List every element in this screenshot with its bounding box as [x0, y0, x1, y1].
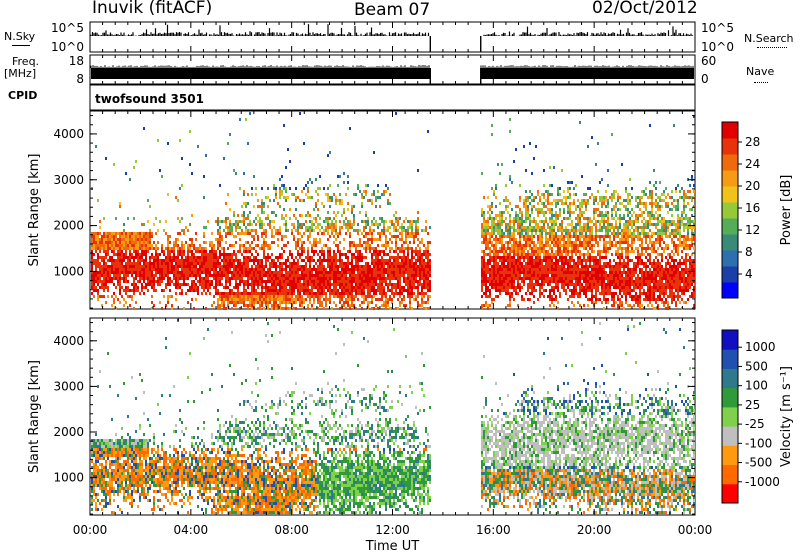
velocity-cb-tick-2: 100 — [745, 379, 768, 393]
cpid-text: twofsound 3501 — [95, 92, 204, 106]
nsky-underline — [12, 45, 30, 46]
power-colorbar-segment — [722, 154, 738, 171]
noise-series — [90, 24, 694, 52]
noise-left-tick-bottom: 10^0 — [51, 40, 84, 54]
station-title: Inuvik (fitACF) — [92, 0, 213, 18]
cpid-label: CPID — [8, 89, 38, 102]
velocity-colorbar-segment — [722, 483, 738, 504]
freq-label: Freq. — [12, 55, 40, 68]
freq-right-tick-top: 60 — [701, 54, 716, 68]
power-colorbar-segment — [722, 266, 738, 283]
power-colorbar-label: Power [dB] — [779, 175, 794, 246]
velocity-colorbar-segment — [722, 406, 738, 427]
nsearch-dotline — [757, 47, 787, 48]
power-cb-tick-5: 8 — [745, 245, 753, 259]
noise-right-tick-bottom: 10^0 — [701, 40, 734, 54]
power-colorbar-segment — [722, 138, 738, 155]
xaxis-label: Time UT — [365, 539, 419, 554]
freq-left-tick-top: 18 — [69, 54, 84, 68]
freq-left-tick-bottom: 8 — [76, 72, 84, 86]
freq-right-tick-bottom: 0 — [701, 72, 709, 86]
nave-dotline — [754, 82, 768, 83]
beam-title: Beam 07 — [354, 0, 431, 20]
power-cb-tick-4: 12 — [745, 223, 760, 237]
velocity-ylabel: Slant Range [km] — [27, 360, 42, 473]
velocity-cb-tick-7: -1000 — [745, 475, 780, 489]
velocity-cb-tick-4: -25 — [745, 417, 765, 431]
velocity-cb-tick-6: -500 — [745, 456, 772, 470]
power-cb-tick-3: 16 — [745, 201, 760, 215]
power-ytick-3000: 3000 — [53, 173, 84, 187]
velocity-ytick-2000: 2000 — [53, 425, 84, 439]
power-colorbar-segment — [722, 202, 738, 219]
nsky-label: N.Sky — [4, 30, 36, 43]
velocity-colorbar-label: Velocity [m s⁻¹] — [779, 366, 794, 467]
velocity-colorbar-segment — [722, 387, 738, 408]
xtick-5: 20:00 — [577, 523, 612, 537]
nave-label: Nave — [746, 65, 775, 78]
xtick-3: 12:00 — [375, 523, 410, 537]
cpid-panel — [89, 84, 696, 111]
velocity-colorbar-segment — [722, 330, 738, 350]
power-ytick-1000: 1000 — [53, 264, 84, 278]
date-title: 02/Oct/2012 — [592, 0, 698, 18]
power-heatmap — [91, 112, 695, 310]
xtick-4: 16:00 — [476, 523, 511, 537]
velocity-colorbar-segment — [722, 464, 738, 485]
power-cb-tick-6: 4 — [745, 267, 753, 281]
velocity-heatmap — [91, 319, 695, 514]
power-cb-tick-2: 20 — [745, 179, 760, 193]
noise-left-tick-top: 10^5 — [51, 21, 84, 35]
velocity-colorbar-segment — [722, 349, 738, 369]
power-colorbar-segment — [722, 122, 738, 139]
power-colorbar-segment — [722, 250, 738, 267]
velocity-cb-tick-0: 1000 — [745, 340, 776, 354]
xtick-1: 04:00 — [174, 523, 209, 537]
velocity-ytick-3000: 3000 — [53, 379, 84, 393]
freq-unit-label: [MHz] — [4, 67, 37, 80]
xtick-6: 00:00 — [678, 523, 713, 537]
power-ytick-4000: 4000 — [53, 127, 84, 141]
power-colorbar-segment — [722, 186, 738, 203]
power-colorbar-segment — [722, 170, 738, 187]
nsearch-label: N.Search — [744, 32, 794, 45]
power-cb-tick-1: 24 — [745, 157, 760, 171]
power-colorbar-segment — [722, 218, 738, 235]
power-ytick-2000: 2000 — [53, 219, 84, 233]
power-cb-tick-0: 28 — [745, 135, 760, 149]
power-ylabel: Slant Range [km] — [27, 154, 42, 267]
velocity-cb-tick-1: 500 — [745, 359, 768, 373]
velocity-cb-tick-3: 25 — [745, 398, 760, 412]
xtick-2: 08:00 — [274, 523, 309, 537]
velocity-ytick-4000: 4000 — [53, 334, 84, 348]
power-colorbar-segment — [722, 234, 738, 251]
velocity-colorbar-segment — [722, 368, 738, 389]
velocity-colorbar-segment — [722, 426, 738, 446]
noise-right-tick-top: 10^5 — [701, 21, 734, 35]
velocity-colorbar-segment — [722, 445, 738, 466]
xtick-0: 00:00 — [73, 523, 108, 537]
power-colorbar-segment — [722, 282, 738, 299]
velocity-cb-tick-5: -100 — [745, 436, 772, 450]
velocity-ytick-1000: 1000 — [53, 471, 84, 485]
